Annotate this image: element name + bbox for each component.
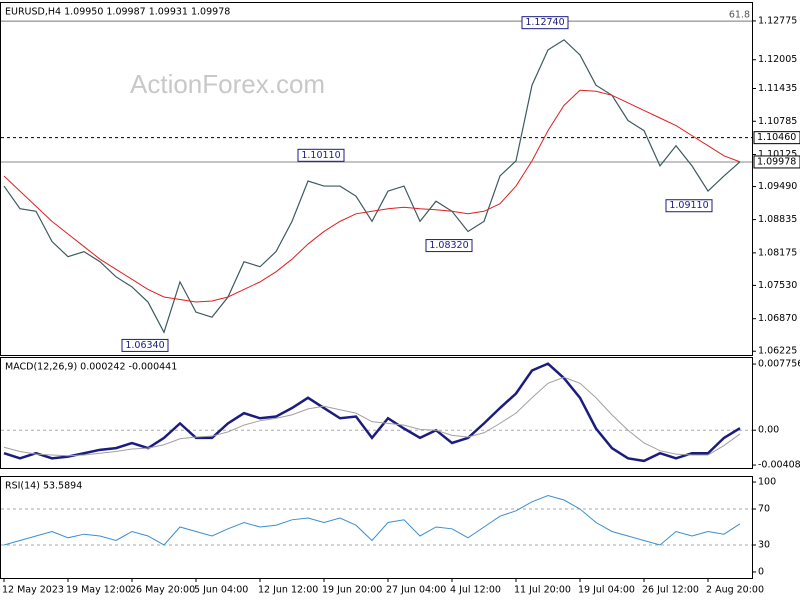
- watermark: ActionForex.com: [130, 69, 325, 99]
- y-tick-label: 1.10125: [758, 149, 797, 160]
- y-tick-label: -0.004086: [758, 460, 800, 471]
- x-tick-label: 19 Jul 04:00: [578, 585, 635, 596]
- annotation-box: [297, 148, 345, 162]
- panel-frame: [0, 2, 753, 356]
- level-tag: [753, 155, 800, 169]
- y-tick-label: 1.12005: [758, 54, 797, 65]
- fib-label: 61.8: [729, 10, 750, 21]
- panel-title: RSI(14) 53.5894: [5, 481, 82, 492]
- level-label: 1.09978: [757, 156, 796, 167]
- annotation-label: 1.06340: [125, 340, 164, 351]
- annotation-box: [665, 199, 713, 213]
- level-tag: [753, 131, 800, 145]
- y-tick-label: 100: [758, 477, 776, 488]
- x-tick-label: 19 May 12:00: [66, 585, 131, 596]
- y-tick-label: 1.06225: [758, 346, 797, 357]
- annotation-label: 1.08320: [429, 240, 468, 251]
- level-label: 1.10460: [757, 132, 796, 143]
- x-tick-label: 12 Jun 12:00: [258, 585, 318, 596]
- y-tick-label: 1.06870: [758, 313, 797, 324]
- x-tick-label: 26 Jul 12:00: [642, 585, 699, 596]
- y-tick-label: 1.07530: [758, 280, 797, 291]
- x-tick-label: 27 Jun 04:00: [386, 585, 446, 596]
- panel-frame: [0, 357, 753, 469]
- panel-frame: [0, 476, 753, 579]
- series-line: [3, 89, 741, 303]
- x-tick-label: 2 Aug 20:00: [706, 585, 764, 596]
- x-tick-label: 4 Jul 12:00: [450, 585, 501, 596]
- y-tick-label: 1.11435: [758, 83, 797, 94]
- x-tick-label: 26 May 20:00: [130, 585, 195, 596]
- y-tick-label: 1.09490: [758, 181, 797, 192]
- series-line: [3, 376, 741, 457]
- x-tick-label: 11 Jul 20:00: [514, 585, 571, 596]
- x-tick-label: 12 May 2023: [2, 585, 64, 596]
- y-tick-label: 30: [758, 539, 770, 550]
- y-tick-label: 0.00: [758, 425, 779, 436]
- y-tick-label: 1.10785: [758, 116, 797, 127]
- annotation-box: [121, 338, 169, 352]
- series-line: [3, 39, 741, 334]
- panel-title: EURUSD,H4 1.09950 1.09987 1.09931 1.0997…: [5, 7, 230, 18]
- y-tick-label: 1.08835: [758, 214, 797, 225]
- annotation-label: 1.09110: [669, 200, 708, 211]
- x-tick-label: 5 Jun 04:00: [194, 585, 248, 596]
- annotation-label: 1.12740: [525, 17, 564, 28]
- series-line: [3, 494, 741, 546]
- y-tick-label: 1.12775: [758, 15, 797, 26]
- x-tick-label: 19 Jun 20:00: [322, 585, 382, 596]
- y-tick-label: 70: [758, 504, 770, 515]
- y-tick-label: 0: [758, 566, 764, 577]
- y-tick-label: 1.08175: [758, 247, 797, 258]
- y-tick-label: 0.007756: [758, 359, 800, 370]
- annotation-box: [425, 239, 473, 253]
- annotation-box: [521, 16, 569, 30]
- series-line: [3, 362, 741, 463]
- annotation-label: 1.10110: [301, 150, 340, 161]
- panel-title: MACD(12,26,9) 0.000242 -0.000441: [5, 362, 177, 373]
